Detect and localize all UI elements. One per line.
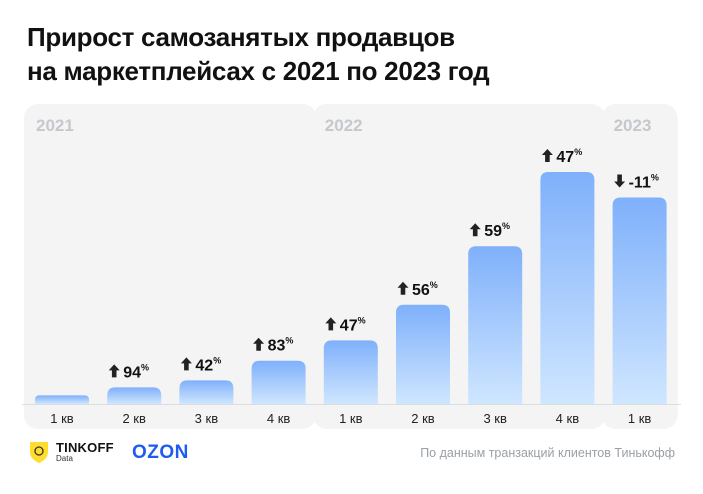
title-line-2: на маркетплейсах с 2021 по 2023 год	[27, 56, 490, 86]
x-tick-label: 1 кв	[50, 411, 74, 426]
x-tick-label: 3 кв	[195, 411, 219, 426]
year-label: 2023	[614, 116, 652, 135]
x-tick-label: 2 кв	[122, 411, 146, 426]
bar	[612, 197, 667, 404]
year-panel-2021	[24, 104, 317, 429]
x-tick-label: 4 кв	[556, 411, 580, 426]
bar	[35, 395, 89, 404]
bar	[251, 360, 306, 404]
year-label: 2022	[325, 116, 363, 135]
x-tick-label: 4 кв	[267, 411, 291, 426]
data-unit: %	[285, 336, 293, 346]
bar	[540, 172, 595, 404]
arrow-up-icon	[469, 223, 481, 237]
arrow-up-icon	[541, 149, 553, 162]
data-unit: %	[358, 315, 366, 325]
data-unit: %	[430, 280, 438, 290]
arrow-up-icon	[325, 317, 337, 331]
bar	[107, 387, 162, 404]
bar	[179, 380, 234, 404]
bar	[396, 304, 450, 404]
x-tick-label: 3 кв	[483, 411, 507, 426]
arrow-up-icon	[253, 337, 265, 351]
year-label: 2021	[36, 116, 74, 135]
arrow-up-icon	[108, 364, 120, 378]
arrow-up-icon	[180, 357, 192, 371]
year-panel-2022	[312, 104, 606, 429]
ozon-logo: OZON	[132, 442, 189, 463]
data-unit: %	[213, 355, 221, 365]
tinkoff-logo: TINKOFF Data	[28, 440, 114, 464]
bar	[323, 340, 378, 404]
data-unit: %	[141, 362, 149, 372]
data-unit: %	[502, 221, 510, 231]
data-unit: %	[574, 147, 582, 157]
source-note: По данным транзакций клиентов Тинькофф	[420, 446, 675, 460]
tinkoff-name: TINKOFF	[56, 439, 114, 455]
x-tick-label: 2 кв	[411, 411, 435, 426]
chart-title: Прирост самозанятых продавцов на маркетп…	[27, 20, 490, 88]
x-tick-label: 1 кв	[339, 411, 363, 426]
arrow-up-icon	[397, 281, 409, 295]
data-unit: %	[651, 173, 659, 183]
arrow-down-icon	[614, 174, 626, 188]
tinkoff-shield-icon	[30, 442, 48, 463]
title-line-1: Прирост самозанятых продавцов	[27, 22, 455, 52]
bar	[468, 246, 523, 404]
tinkoff-sub: Data	[56, 453, 73, 463]
x-tick-label: 1 кв	[628, 411, 652, 426]
